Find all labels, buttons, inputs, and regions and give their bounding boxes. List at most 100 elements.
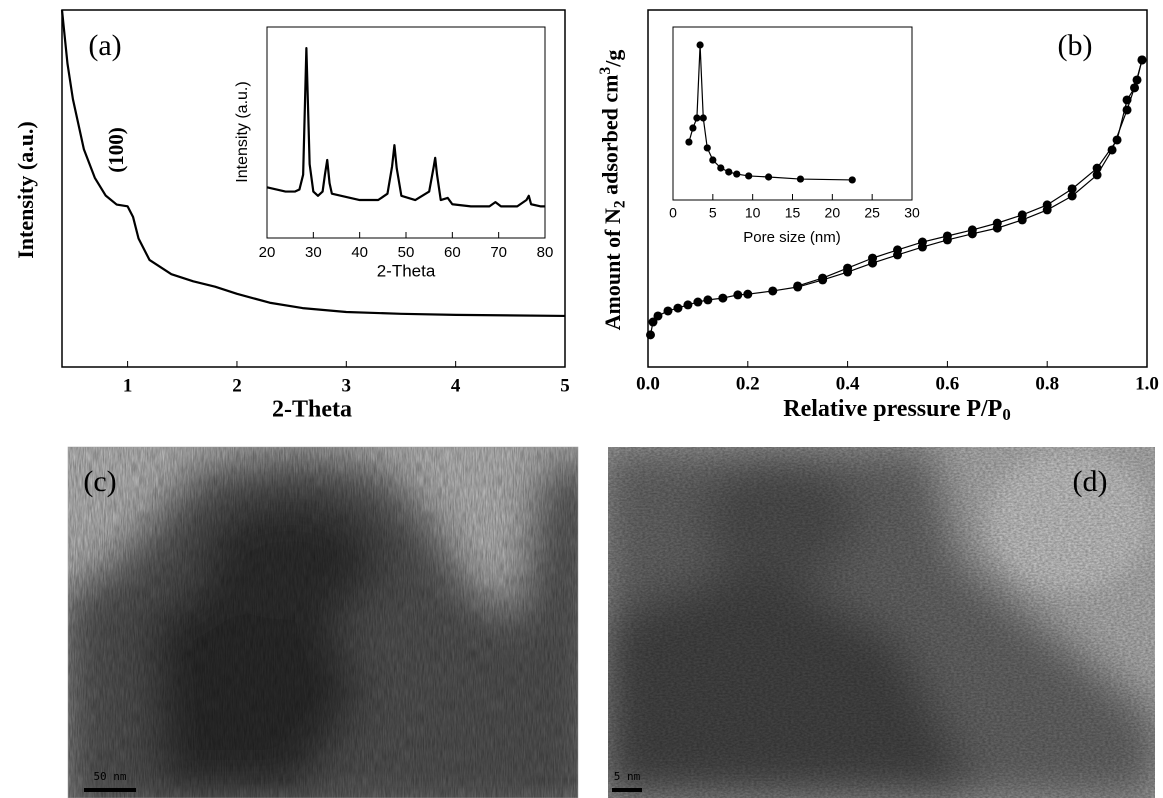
x-axis-label: Relative pressure P/P0 [783,396,1010,424]
data-point [685,138,693,146]
x-tick-label: 25 [864,205,880,221]
x-tick-label: 0.2 [736,373,760,394]
x-tick-label: 0.4 [836,373,860,394]
data-point [733,290,743,300]
panel-label: (a) [88,29,121,62]
data-point [942,231,952,241]
data-point [1112,135,1122,145]
label-part: adsorbed cm [598,75,623,201]
y-axis-label: Intensity (a.u.) [234,81,251,182]
y-axis-label: Amount of N2 adsorbed cm3/g [596,50,628,331]
x-tick-label: 3 [342,375,352,396]
y-axis-label: Intensity (a.u.) [13,121,38,259]
label-part: Relative pressure P/P [783,396,1002,422]
data-point [1067,191,1077,201]
data-point [1137,55,1147,65]
data-point [703,295,713,305]
x-tick-label: 4 [451,375,461,396]
data-point [743,289,753,299]
data-point [725,168,733,176]
label-part: 0 [1002,405,1010,424]
data-point [663,306,673,316]
x-tick-label: 0 [669,205,677,221]
data-line [266,47,545,208]
data-point [1017,210,1027,220]
x-tick-label: 20 [825,205,841,221]
data-point [653,311,663,321]
data-point [848,176,856,184]
x-tick-label: 0.0 [636,373,660,394]
label-part: /g [601,50,626,68]
x-tick-label: 1.0 [1135,373,1159,394]
data-point [868,253,878,263]
data-point [843,263,853,273]
x-tick-label: 30 [305,244,322,261]
chart-panel: 20 30 40 50 60 70 80 2-Theta Intensity (a.u.) [234,26,554,280]
data-point [917,237,927,247]
data-point [718,293,728,303]
x-axis-label: Pore size (nm) [743,229,841,246]
data-point [818,273,828,283]
plot-frame [672,26,913,201]
scale-bar-label: 50 nm [93,770,126,783]
data-point [689,124,697,132]
x-tick-label: 15 [785,205,801,221]
x-tick-label: 0.8 [1035,373,1059,394]
data-point [745,172,753,180]
x-tick-label: 5 [709,205,717,221]
data-point [893,245,902,255]
x-tick-label: 60 [444,244,461,261]
data-point [967,225,977,235]
label-part: Amount of N [600,208,625,330]
data-point [648,317,658,327]
data-point [696,41,704,49]
data-point [733,170,741,178]
data-point [717,164,725,172]
label-part: 2 [611,200,628,208]
data-point [709,156,717,164]
data-point [1122,95,1132,105]
scale-bar-label: 5 nm [614,770,641,783]
x-tick-label: 10 [745,205,761,221]
x-tick-label: 40 [351,244,368,261]
x-tick-label: 50 [398,244,415,261]
x-axis-label: 2-Theta [377,261,436,280]
data-point [1067,184,1077,194]
label-part: 3 [596,67,613,75]
data-point [1092,170,1102,180]
chart-panel: 0 5 10 15 20 25 30 Pore size (nm) [669,26,920,246]
data-point [765,173,773,181]
x-tick-label: 0.6 [936,373,960,394]
data-point [693,297,703,307]
data-point [796,175,805,183]
data-point [673,303,683,313]
data-point [683,300,693,310]
x-tick-label: 20 [259,244,276,261]
data-point [793,281,803,291]
data-point [1107,145,1117,155]
data-line [60,9,566,318]
data-point [699,114,707,122]
image-label: (d) [1073,465,1108,498]
data-point [703,144,711,152]
data-point [645,330,655,340]
x-tick-label: 5 [560,375,570,396]
panel-label: (b) [1058,29,1093,62]
tem-image-d [608,447,1155,798]
data-point [992,218,1002,228]
image-label: (c) [83,465,116,498]
x-tick-label: 80 [537,244,554,261]
tem-image-c [68,447,578,798]
x-tick-label: 70 [490,244,507,261]
data-point [693,114,701,122]
plot-frame [266,26,546,239]
data-point [1042,200,1052,210]
x-axis-label: 2-Theta [272,397,352,423]
x-tick-label: 2 [232,375,242,396]
data-point [768,286,778,296]
data-point [1092,163,1102,173]
data-point [1130,83,1140,93]
peak-annotation: (100) [104,127,128,173]
